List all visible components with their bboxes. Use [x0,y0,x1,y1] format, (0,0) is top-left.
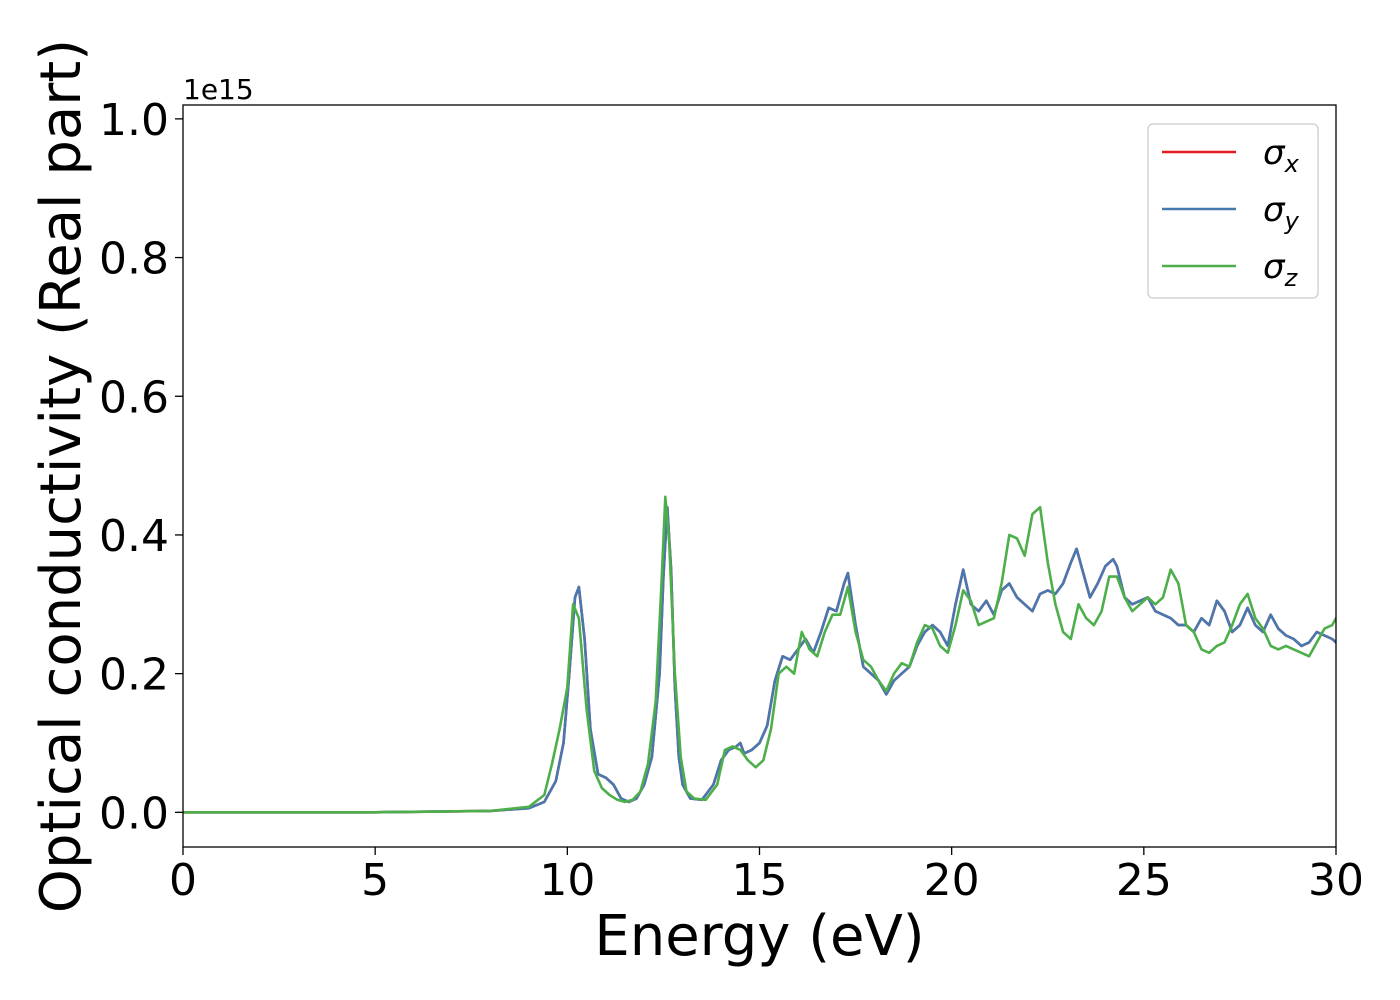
series-line-z [183,495,1336,814]
x-tick-label: 15 [732,855,788,906]
series-line-x [183,505,1336,814]
legend-label-x: σx [1263,133,1300,178]
legend: σx σy σz [1147,123,1319,299]
legend-label-y: σy [1263,190,1300,235]
y-tick-label: 0.6 [99,372,169,423]
x-tick-label: 0 [169,855,197,906]
x-tick-label: 20 [924,855,980,906]
legend-label-z: σz [1263,247,1299,292]
y-tick-label: 0.4 [99,511,169,562]
series-line-y [183,505,1336,814]
axes: 0 5 10 15 20 25 30 0.0 0.2 0.4 0.6 0.8 1.0 [99,95,1364,906]
plot-area [183,495,1336,814]
legend-box [1147,123,1319,299]
x-tick-label: 30 [1308,855,1364,906]
x-tick-label: 5 [361,855,389,906]
y-axis-offset-label: 1e15 [183,73,254,106]
y-tick-label: 0.8 [99,234,169,285]
y-tick-label: 0.2 [99,650,169,701]
x-tick-label: 10 [539,855,595,906]
y-axis-title: Optical conductivity (Real part) [29,39,94,913]
y-tick-label: 1.0 [99,95,169,146]
x-axis-title: Energy (eV) [594,904,924,969]
x-tick-label: 25 [1116,855,1172,906]
y-tick-label: 0.0 [99,788,169,839]
